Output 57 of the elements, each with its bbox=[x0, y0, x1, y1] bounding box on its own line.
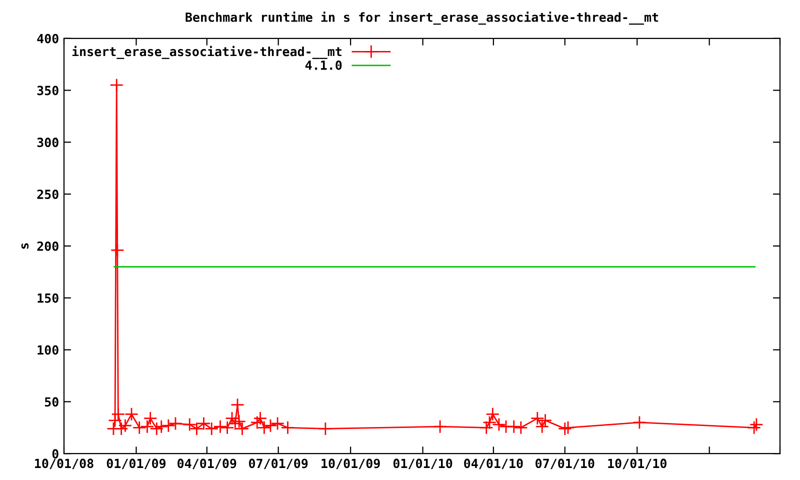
point bbox=[530, 411, 544, 426]
x-tick-label: 10/01/08 bbox=[35, 458, 94, 470]
point bbox=[318, 422, 332, 436]
y-tick-label: 100 bbox=[38, 345, 58, 355]
point bbox=[486, 407, 500, 422]
x-tick-label: 07/01/10 bbox=[536, 458, 594, 470]
y-tick-label: 150 bbox=[38, 293, 58, 303]
x-tick-label: 10/01/09 bbox=[322, 458, 380, 470]
point bbox=[280, 420, 295, 435]
point bbox=[161, 418, 176, 433]
point bbox=[143, 411, 158, 426]
point bbox=[253, 411, 268, 426]
point bbox=[124, 407, 138, 422]
point bbox=[492, 418, 506, 432]
point bbox=[204, 422, 219, 436]
x-tick-label: 04/01/09 bbox=[178, 458, 236, 470]
point bbox=[213, 420, 228, 434]
y-tick-label: 0 bbox=[52, 449, 58, 459]
point bbox=[132, 420, 146, 435]
y-tick-label: 200 bbox=[37, 241, 58, 251]
point bbox=[257, 420, 272, 435]
y-tick-label: 350 bbox=[37, 86, 58, 96]
point bbox=[433, 420, 447, 434]
point bbox=[225, 411, 239, 426]
x-tick-label: 04/01/10 bbox=[464, 458, 523, 470]
point bbox=[140, 420, 154, 434]
point bbox=[232, 414, 246, 428]
y-tick-label: 400 bbox=[37, 34, 58, 44]
point bbox=[182, 418, 197, 432]
y-tick-label: 250 bbox=[37, 190, 58, 200]
point bbox=[506, 420, 521, 434]
point bbox=[118, 418, 132, 433]
legend-label: 4.1.0 bbox=[305, 60, 342, 70]
point bbox=[110, 78, 124, 92]
x-tick-label: 01/01/10 bbox=[393, 458, 452, 470]
point bbox=[270, 416, 284, 430]
point bbox=[558, 422, 572, 436]
point bbox=[561, 420, 575, 435]
point bbox=[750, 418, 764, 432]
legend-label: insert_erase_associative-thread-__mt bbox=[72, 46, 342, 60]
point bbox=[150, 422, 164, 436]
x-tick-label: 10/01/10 bbox=[608, 458, 666, 470]
point bbox=[235, 422, 250, 436]
point bbox=[154, 420, 168, 434]
point bbox=[747, 420, 762, 435]
y-tick-label: 300 bbox=[37, 138, 58, 148]
point bbox=[250, 416, 264, 430]
point bbox=[264, 418, 278, 433]
y-axis-title: s bbox=[21, 243, 29, 249]
point bbox=[168, 416, 182, 430]
point bbox=[632, 416, 646, 430]
point bbox=[110, 243, 124, 258]
x-tick-label: 07/01/09 bbox=[248, 458, 308, 470]
chart-title: Benchmark runtime in s for insert_erase_associative-thread-__mt bbox=[186, 12, 658, 25]
point bbox=[514, 420, 528, 435]
y-tick-label: 50 bbox=[44, 397, 58, 407]
x-tick-label: 01/01/09 bbox=[106, 458, 166, 470]
